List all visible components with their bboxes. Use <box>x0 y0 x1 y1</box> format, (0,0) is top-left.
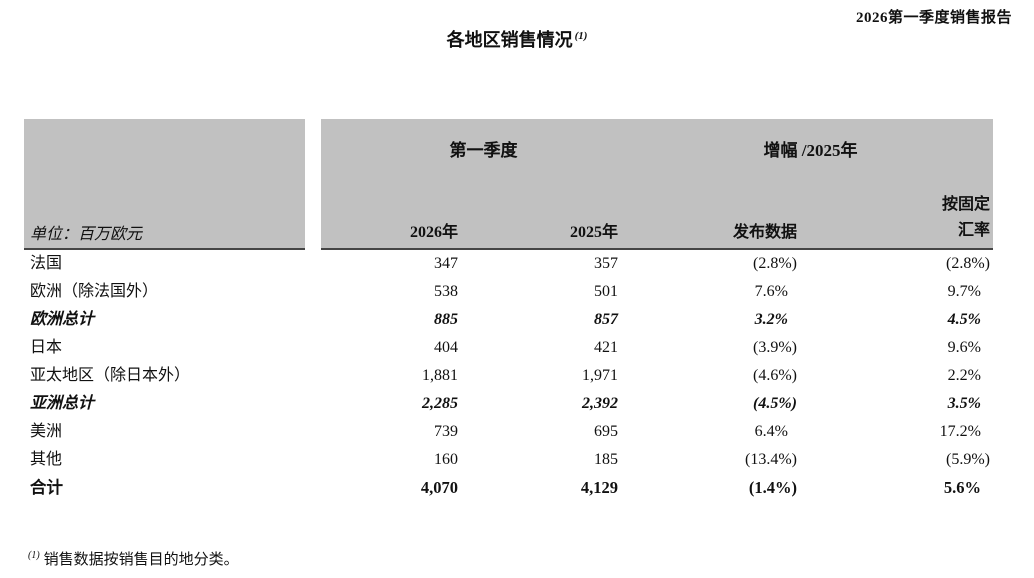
value-constant-fx-cell: 3.5% <box>947 395 981 412</box>
region-cell: 其他 <box>30 451 63 468</box>
value-2025-cell: 695 <box>594 423 618 440</box>
group-header-growth: 增幅 /2025年 <box>763 141 858 160</box>
value-2026-cell: 538 <box>434 283 458 300</box>
header-background-left <box>24 119 305 250</box>
region-cell: 欧洲总计 <box>30 311 95 328</box>
value-constant-fx-cell: 2.2% <box>947 367 981 384</box>
table-row: 亚洲总计 2,285 2,392 (4.5%) 3.5% <box>24 390 993 418</box>
value-2025-cell: 357 <box>594 255 618 272</box>
footnote: (1) 销售数据按销售目的地分类。 <box>28 548 239 569</box>
value-2026-cell: 1,881 <box>422 367 458 384</box>
value-2025-cell: 2,392 <box>582 395 618 412</box>
value-2026-cell: 404 <box>434 339 458 356</box>
table-row: 亚太地区（除日本外） 1,881 1,971 (4.6%) 2.2% <box>24 362 993 390</box>
value-published-cell: (13.4%) <box>745 451 797 468</box>
column-header-constant-fx: 按固定 汇率 <box>942 192 990 244</box>
region-cell: 亚洲总计 <box>30 395 95 412</box>
region-cell: 美洲 <box>30 423 63 440</box>
value-2025-cell: 421 <box>594 339 618 356</box>
value-2026-cell: 2,285 <box>422 395 458 412</box>
table-row: 欧洲总计 885 857 3.2% 4.5% <box>24 306 993 334</box>
value-2025-cell: 501 <box>594 283 618 300</box>
table-body: 法国 347 357 (2.8%) (2.8%) 欧洲（除法国外） 538 501 7.6% 9.… <box>24 250 993 502</box>
value-2026-cell: 739 <box>434 423 458 440</box>
unit-label: 单位：百万欧元 <box>30 226 143 243</box>
value-2026-cell: 347 <box>434 255 458 272</box>
value-constant-fx-cell: (2.8%) <box>946 255 990 272</box>
value-published-cell: (3.9%) <box>753 339 797 356</box>
column-header-2026: 2026年 <box>409 224 458 241</box>
group-header-q1: 第一季度 <box>449 141 518 160</box>
value-published-cell: 7.6% <box>754 283 788 300</box>
report-header-title: 2026第一季度销售报告 <box>855 10 1012 26</box>
table-row: 合计 4,070 4,129 (1.4%) 5.6% <box>24 474 993 502</box>
regional-sales-table: 单位：百万欧元 第一季度 增幅 /2025年 2026年 2025年 发布数据 … <box>24 119 993 502</box>
region-cell: 合计 <box>30 478 63 497</box>
footnote-marker: (1) <box>28 550 40 561</box>
table-header: 单位：百万欧元 第一季度 增幅 /2025年 2026年 2025年 发布数据 … <box>24 119 993 250</box>
value-published-cell: (1.4%) <box>748 478 797 497</box>
value-constant-fx-cell: 9.7% <box>947 283 981 300</box>
region-cell: 欧洲（除法国外） <box>30 283 159 300</box>
page-title: 各地区销售情况 (1) <box>0 26 1034 52</box>
column-header-constant-fx-line1: 按固定 <box>941 196 990 213</box>
column-header-published: 发布数据 <box>732 224 797 241</box>
header-background-right <box>321 119 993 250</box>
value-2026-cell: 885 <box>434 311 458 328</box>
value-2025-cell: 4,129 <box>580 478 618 497</box>
footnote-text: 销售数据按销售目的地分类。 <box>43 552 239 568</box>
region-cell: 法国 <box>30 255 63 272</box>
column-header-constant-fx-line2: 汇率 <box>957 222 990 239</box>
region-cell: 日本 <box>30 339 63 356</box>
value-published-cell: 3.2% <box>754 311 788 328</box>
table-row: 美洲 739 695 6.4% 17.2% <box>24 418 993 446</box>
value-constant-fx-cell: 17.2% <box>939 423 981 440</box>
table-row: 日本 404 421 (3.9%) 9.6% <box>24 334 993 362</box>
title-footnote-marker: (1) <box>574 30 588 42</box>
value-constant-fx-cell: 9.6% <box>947 339 981 356</box>
table-row: 欧洲（除法国外） 538 501 7.6% 9.7% <box>24 278 993 306</box>
value-published-cell: (2.8%) <box>753 255 797 272</box>
value-2025-cell: 857 <box>594 311 618 328</box>
value-2025-cell: 1,971 <box>582 367 618 384</box>
value-constant-fx-cell: 5.6% <box>943 478 981 497</box>
value-2025-cell: 185 <box>594 451 618 468</box>
column-header-2025: 2025年 <box>569 224 618 241</box>
page-title-text: 各地区销售情况 <box>446 30 573 50</box>
value-constant-fx-cell: 4.5% <box>947 311 981 328</box>
value-published-cell: 6.4% <box>754 423 788 440</box>
value-published-cell: (4.6%) <box>753 367 797 384</box>
value-2026-cell: 160 <box>434 451 458 468</box>
region-cell: 亚太地区（除日本外） <box>30 367 191 384</box>
value-published-cell: (4.5%) <box>753 395 797 412</box>
table-row: 其他 160 185 (13.4%) (5.9%) <box>24 446 993 474</box>
table-row: 法国 347 357 (2.8%) (2.8%) <box>24 250 993 278</box>
value-2026-cell: 4,070 <box>420 478 458 497</box>
value-constant-fx-cell: (5.9%) <box>946 451 990 468</box>
